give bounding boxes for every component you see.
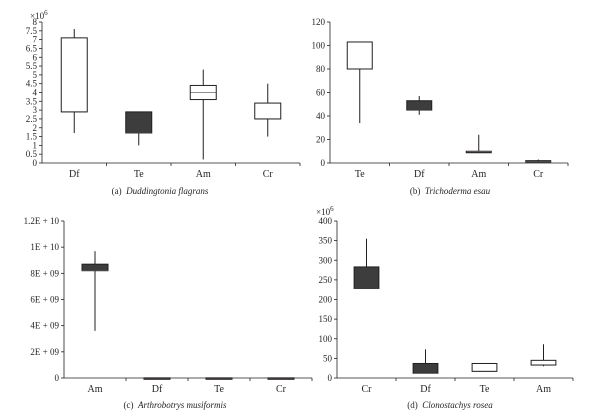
panel-c-y-tick-label: 6E + 09 [30, 295, 59, 305]
panel-c-caption-name: Arthrobotrys musiformis [138, 400, 227, 410]
panel-a-multiplier: ×106 [30, 9, 48, 21]
panel-a-y-tick-label: 3 [33, 105, 38, 115]
panel-c-caption-label: (c) [123, 400, 134, 410]
panel-a-y-tick-label: 7 [33, 35, 38, 45]
panel-c-y-tick-label: 0 [55, 373, 60, 383]
panel-d-multiplier-exp: 6 [330, 205, 334, 213]
panel-a-y-tick-label: 1 [33, 140, 38, 150]
panel-a-caption-name: Duddingtonia flagrans [126, 186, 209, 196]
panel-d-multiplier: ×106 [316, 205, 334, 217]
panel-a-y-tick-label: 1.5 [26, 132, 38, 142]
panel-a-y-tick-label: 0 [33, 158, 38, 168]
panel-a-multiplier-exp: 6 [44, 9, 48, 17]
panel-d-y-tick-label: 100 [319, 334, 333, 344]
panel-d-y-tick-label: 400 [319, 216, 333, 226]
panel-c-y-tick-label: 1E + 10 [30, 242, 59, 252]
panel-c-y-tick-label: 2E + 09 [30, 347, 59, 357]
panel-b-y-tick-label: 120 [312, 17, 326, 27]
panel-a-box-df [60, 37, 88, 113]
panel-a-y-tick-label: 0.5 [26, 149, 38, 159]
panel-d-box-df [412, 362, 439, 374]
panel-a-category-label-df: Df [69, 169, 80, 180]
panel-d-y-tick-label: 50 [323, 353, 333, 363]
panel-b-category-label-am: Am [471, 169, 486, 180]
panel-b-y-tick-label: 40 [316, 111, 326, 121]
panel-a-y-tick-label: 5.5 [26, 61, 38, 71]
panel-d-category-label-df: Df [420, 384, 431, 395]
panel-d-y-tick-label: 250 [319, 275, 333, 285]
panel-d-category-label-cr: Cr [362, 384, 373, 395]
panel-a-box-cr [254, 102, 282, 120]
panel-a-box-te [125, 111, 153, 134]
panel-c-y-tick-label: 8E + 09 [30, 268, 59, 278]
panel-d-caption: (d) Clonostachys rosea [360, 400, 540, 410]
panel-c-category-label-te: Te [214, 384, 224, 395]
panel-d-y-tick-label: 200 [319, 295, 333, 305]
panel-b-caption-label: (b) [409, 186, 421, 196]
panel-a-y-tick-label: 2.5 [26, 114, 38, 124]
panel-a-y-tick-label: 3.5 [26, 96, 38, 106]
panel-a-y-tick-label: 4 [33, 88, 38, 98]
panel-b-y-tick-label: 60 [316, 88, 326, 98]
panel-d-box-te [471, 362, 498, 372]
panel-b-y-tick-label: 20 [316, 135, 326, 145]
panel-d-box-cr [353, 266, 380, 290]
panel-a-y-tick-label: 6 [33, 52, 38, 62]
panel-c-y-tick-label: 4E + 09 [30, 321, 59, 331]
panel-a-y-tick-label: 2 [33, 123, 38, 133]
panel-c-box-cr [267, 377, 295, 380]
panel-d-box-am [530, 359, 557, 366]
panel-c-category-label-am: Am [88, 384, 103, 395]
panel-a-category-label-am: Am [196, 169, 211, 180]
panel-d-caption-label: (d) [407, 400, 418, 410]
panel-b-box-df [406, 100, 433, 111]
panel-c-y-tick-label: 1.2E + 10 [24, 216, 60, 226]
panel-a-y-tick-label: 8 [33, 17, 38, 27]
panel-d-category-label-te: Te [480, 384, 490, 395]
panel-b-y-tick-label: 80 [316, 64, 326, 74]
panel-c-category-label-cr: Cr [276, 384, 287, 395]
panel-a-y-tick-label: 5 [33, 70, 38, 80]
panel-b-y-tick-label: 0 [321, 158, 326, 168]
panel-d-y-tick-label: 0 [328, 373, 333, 383]
panel-d-y-tick-label: 300 [319, 255, 333, 265]
panel-d-y-tick-label: 350 [319, 236, 333, 246]
panel-b-box-cr [525, 160, 552, 163]
panel-b-category-label-df: Df [414, 169, 425, 180]
panel-b-caption-name: Trichoderma esau [424, 186, 491, 196]
panel-b-caption: (b) Trichoderma esau [360, 186, 540, 196]
panel-a-caption-label: (a) [111, 186, 122, 196]
panel-c-box-te [205, 377, 233, 380]
panel-c-box-df [143, 377, 171, 380]
panel-b-category-label-cr: Cr [533, 169, 544, 180]
panel-b-box-te [346, 41, 373, 70]
panel-a-multiplier-base: ×10 [30, 11, 45, 21]
panel-a-y-tick-label: 4.5 [26, 79, 38, 89]
panel-d-caption-name: Clonostachys rosea [422, 400, 493, 410]
panel-c-box-am [81, 263, 109, 272]
panel-a-category-label-te: Te [134, 169, 144, 180]
panel-a-y-tick-label: 7.5 [26, 26, 38, 36]
panel-c-caption: (c) Arthrobotrys musiformis [70, 400, 280, 410]
panel-b-y-tick-label: 100 [312, 41, 326, 51]
panel-a-y-tick-label: 6.5 [26, 43, 38, 53]
panel-d-multiplier-base: ×10 [316, 207, 331, 217]
panel-b-category-label-te: Te [355, 169, 365, 180]
panel-c-category-label-df: Df [152, 384, 163, 395]
panel-b-box-am [465, 150, 492, 154]
panel-a-caption: (a) Duddingtonia flagrans [60, 186, 260, 196]
panel-d-y-tick-label: 150 [319, 314, 333, 324]
panel-d-category-label-am: Am [536, 384, 551, 395]
panel-a-category-label-cr: Cr [263, 169, 274, 180]
